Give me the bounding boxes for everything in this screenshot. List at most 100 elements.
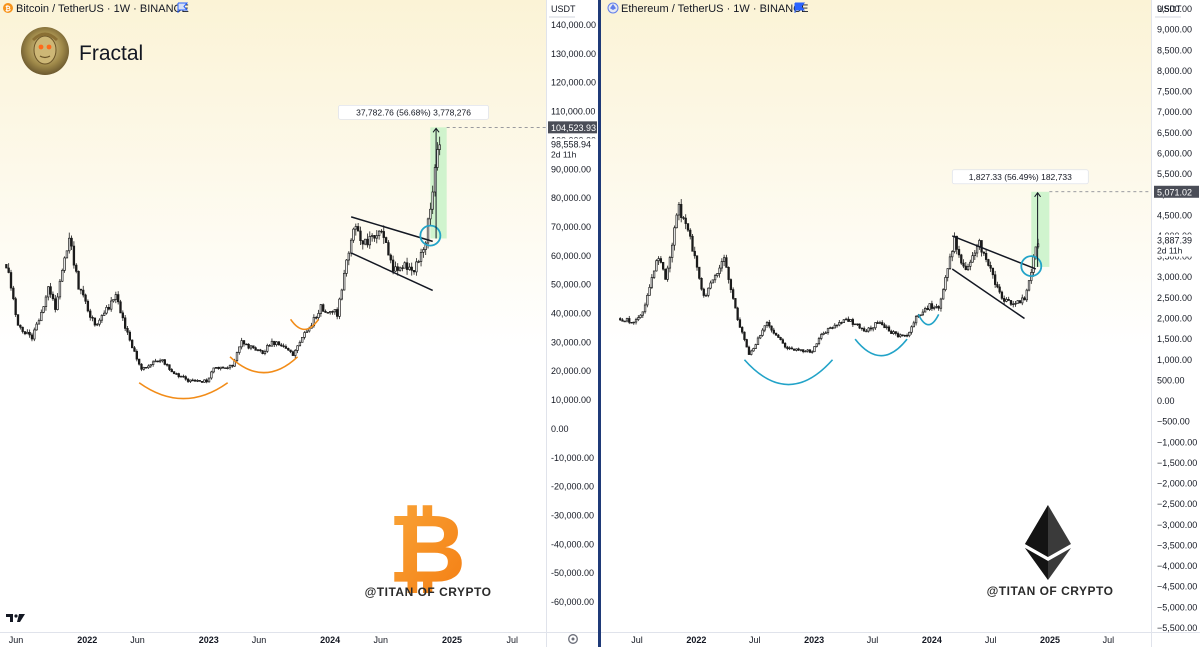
btc-target-box[interactable] xyxy=(430,127,447,239)
eth-y-tick-label: −1,000.00 xyxy=(1157,437,1197,447)
eth-candle xyxy=(646,295,649,306)
eth-rounding-bottom-curve[interactable] xyxy=(917,314,940,326)
eth-candle xyxy=(989,265,992,269)
btc-candle xyxy=(419,251,423,262)
btc-wedge-lower-line[interactable] xyxy=(350,252,434,292)
btc-candle xyxy=(263,350,267,354)
eth-candle xyxy=(648,286,651,296)
btc-candle xyxy=(324,310,327,313)
eth-candle xyxy=(998,286,1001,293)
eth-candle xyxy=(1016,300,1019,304)
btc-candle xyxy=(186,378,190,382)
eth-candle xyxy=(939,298,943,309)
btc-candle xyxy=(86,300,90,312)
btc-candle xyxy=(303,332,306,338)
eth-y-tick-label: 9,000.00 xyxy=(1157,25,1192,35)
btc-candle xyxy=(338,298,341,317)
eth-y-tick-label: −5,000.00 xyxy=(1157,602,1197,612)
eth-candle xyxy=(802,349,805,352)
btc-candle xyxy=(238,346,241,353)
btc-candle xyxy=(294,350,297,356)
btc-y-tick-label: -40,000.00 xyxy=(551,539,594,549)
btc-candle xyxy=(189,379,192,382)
btc-candle xyxy=(158,360,162,363)
tv-logo[interactable] xyxy=(6,614,25,622)
eth-y-tick-label: −1,500.00 xyxy=(1157,458,1197,468)
btc-candle xyxy=(179,375,183,378)
btc-candle xyxy=(26,331,29,335)
btc-y-tick-label: 130,000.00 xyxy=(551,49,596,59)
eth-candle xyxy=(878,322,882,324)
btc-candle xyxy=(422,249,425,253)
btc-price-scale[interactable] xyxy=(546,0,598,632)
pane-divider[interactable] xyxy=(598,0,601,647)
eth-candle xyxy=(926,308,929,310)
btc-candle xyxy=(182,375,185,378)
eth-candle xyxy=(702,288,705,296)
btc-rounding-bottom-curve[interactable] xyxy=(289,318,320,331)
btc-candle xyxy=(100,315,104,321)
btc-candle xyxy=(275,341,278,346)
btc-candle xyxy=(410,266,413,271)
eth-y-tick-label: 6,000.00 xyxy=(1157,148,1192,158)
btc-candle xyxy=(389,254,392,261)
btc-candle xyxy=(200,381,204,383)
eth-candle xyxy=(847,318,850,322)
btc-candle xyxy=(345,259,348,274)
btc-breakout-circle[interactable] xyxy=(419,224,442,247)
btc-candle xyxy=(205,379,208,383)
eth-candle xyxy=(921,311,925,316)
eth-candle xyxy=(865,330,868,333)
eth-candle xyxy=(978,240,981,247)
btc-candle xyxy=(156,360,159,363)
btc-candle xyxy=(226,367,229,369)
eth-candle xyxy=(718,267,721,274)
eth-candle xyxy=(628,318,631,323)
eth-candle xyxy=(914,316,918,324)
btc-candle xyxy=(266,345,269,352)
eth-y-tick-label: 7,000.00 xyxy=(1157,107,1192,117)
btc-candle xyxy=(359,230,362,242)
eth-currency-label[interactable]: USDT xyxy=(1157,4,1182,14)
btc-candle xyxy=(259,349,262,352)
eth-rounding-bottom-curve[interactable] xyxy=(743,359,834,386)
eth-candle xyxy=(966,266,970,271)
eth-rounding-bottom-curve[interactable] xyxy=(854,338,908,357)
btc-candle xyxy=(196,380,199,382)
btc-currency-label[interactable]: USDT xyxy=(551,4,576,14)
btc-candle xyxy=(16,314,20,326)
btc-wedge-upper-line[interactable] xyxy=(350,216,433,243)
btc-y-tick-label: -50,000.00 xyxy=(551,568,594,578)
eth-breakout-circle[interactable] xyxy=(1020,255,1043,277)
eth-candle xyxy=(842,319,845,324)
btc-candle xyxy=(298,341,302,347)
eth-candle xyxy=(1007,298,1010,301)
btc-candle xyxy=(203,379,206,383)
gear-icon[interactable] xyxy=(568,634,578,644)
flag-icon[interactable] xyxy=(177,2,189,13)
btc-candle xyxy=(207,377,211,383)
btc-candle xyxy=(438,144,441,150)
eth-candle xyxy=(953,235,956,252)
eth-wedge-lower-line[interactable] xyxy=(951,268,1025,320)
btc-candle xyxy=(417,261,420,263)
eth-candle xyxy=(910,326,913,333)
flag-icon[interactable] xyxy=(794,2,806,13)
btc-candle xyxy=(245,343,248,346)
eth-candle xyxy=(933,306,936,309)
eth-candle xyxy=(675,214,678,229)
btc-candle xyxy=(377,230,381,237)
btc-rounding-bottom-curve[interactable] xyxy=(138,382,229,400)
eth-price-scale[interactable] xyxy=(1151,0,1200,632)
eth-candle xyxy=(894,331,897,334)
eth-candle xyxy=(720,261,723,269)
eth-candle xyxy=(1021,297,1024,304)
eth-candle xyxy=(849,319,852,322)
btc-candle xyxy=(333,309,337,313)
eth-y-tick-label: −500.00 xyxy=(1157,417,1190,427)
btc-rounding-bottom-curve[interactable] xyxy=(229,356,299,374)
eth-candle xyxy=(957,249,961,256)
btc-candle xyxy=(382,231,385,238)
btc-y-tick-label: 90,000.00 xyxy=(551,164,591,174)
eth-candle xyxy=(973,252,976,256)
